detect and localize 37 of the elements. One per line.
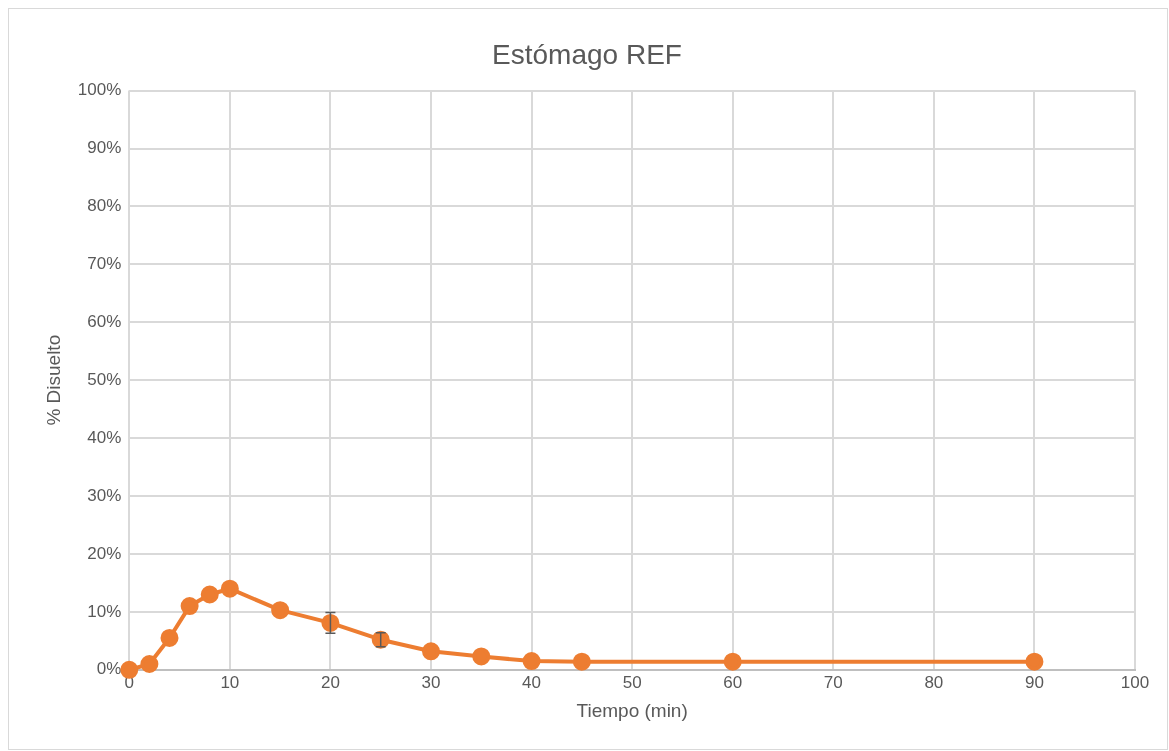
y-tick-label: 40% bbox=[87, 427, 122, 447]
point bbox=[140, 655, 159, 674]
point bbox=[160, 628, 179, 647]
point bbox=[271, 601, 290, 620]
x-tick-label: 70 bbox=[823, 672, 843, 692]
y-axis-title: % Disuelto bbox=[42, 334, 64, 426]
y-tick-label: 50% bbox=[87, 369, 122, 389]
chart-title: Estómago REF bbox=[492, 38, 682, 70]
x-tick-label: 40 bbox=[522, 672, 542, 692]
x-tick-label: 100 bbox=[1120, 672, 1150, 692]
point bbox=[422, 642, 440, 661]
x-tick-label: 10 bbox=[220, 672, 240, 692]
point bbox=[180, 597, 199, 616]
point bbox=[723, 652, 742, 671]
point bbox=[572, 652, 591, 671]
y-tick-label: 30% bbox=[87, 485, 122, 505]
y-tick-label: 10% bbox=[87, 601, 122, 621]
x-tick-label: 60 bbox=[723, 672, 743, 692]
point bbox=[472, 647, 491, 666]
point bbox=[1025, 652, 1044, 671]
y-tick-label: 100% bbox=[77, 80, 122, 100]
y-tick-label: 0% bbox=[96, 659, 122, 679]
x-tick-label: 80 bbox=[924, 672, 944, 692]
x-tick-label: 50 bbox=[622, 672, 642, 692]
y-tick-label: 80% bbox=[87, 196, 122, 216]
x-tick-label: 20 bbox=[320, 672, 340, 692]
x-tick-label: 90 bbox=[1024, 672, 1044, 692]
point bbox=[120, 660, 139, 679]
x-tick-label: 30 bbox=[421, 672, 441, 692]
y-tick-label: 20% bbox=[87, 543, 122, 563]
x-axis-title: Tiempo (min) bbox=[576, 699, 688, 721]
y-tick-label: 70% bbox=[87, 254, 122, 274]
point bbox=[220, 579, 239, 598]
point bbox=[200, 585, 219, 604]
y-tick-label: 60% bbox=[87, 311, 122, 331]
point bbox=[522, 652, 541, 671]
y-tick-label: 90% bbox=[87, 138, 122, 158]
